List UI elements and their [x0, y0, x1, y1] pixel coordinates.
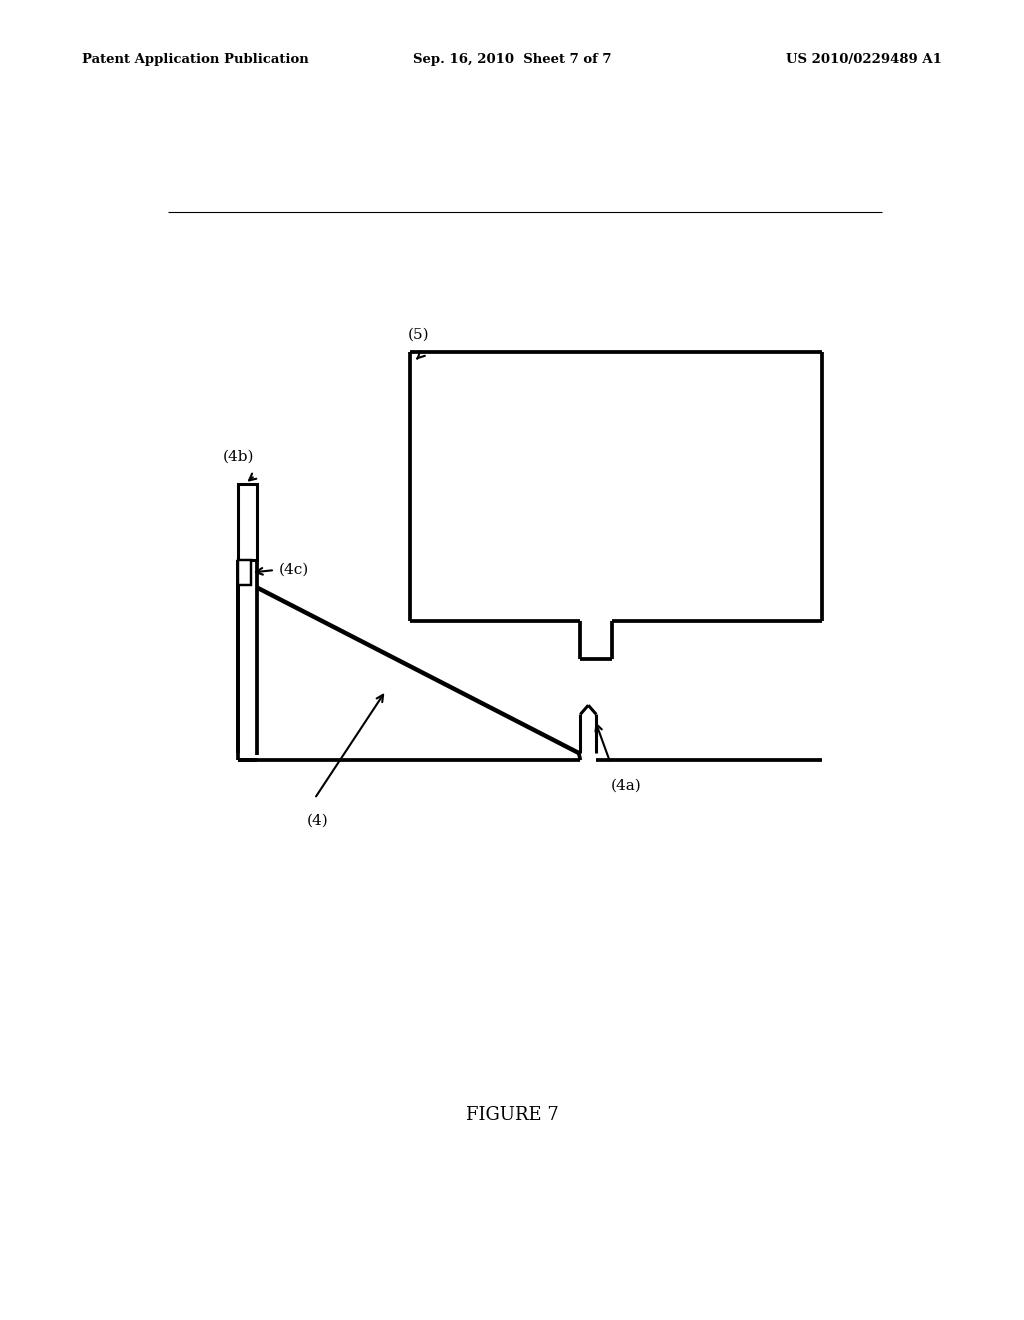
Text: (4): (4)	[306, 814, 329, 828]
Bar	[238, 483, 257, 560]
Text: (5): (5)	[408, 327, 429, 342]
Bar	[238, 560, 251, 585]
Text: Sep. 16, 2010  Sheet 7 of 7: Sep. 16, 2010 Sheet 7 of 7	[413, 53, 611, 66]
Text: Patent Application Publication: Patent Application Publication	[82, 53, 308, 66]
Text: (4b): (4b)	[223, 449, 255, 463]
Text: (4c): (4c)	[279, 564, 309, 577]
Text: (4a): (4a)	[610, 779, 641, 792]
Text: US 2010/0229489 A1: US 2010/0229489 A1	[786, 53, 942, 66]
Text: FIGURE 7: FIGURE 7	[466, 1106, 558, 1125]
